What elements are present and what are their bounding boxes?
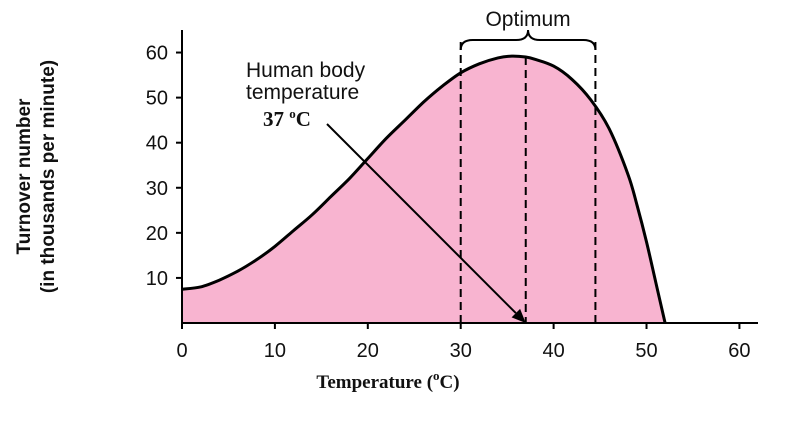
x-tick-label: 20 [357, 340, 379, 362]
optimum-bracket [459, 29, 597, 51]
x-tick-label: 50 [635, 340, 657, 362]
x-axis-label: Temperature (oC) [316, 368, 459, 393]
x-tick-label: 10 [264, 340, 286, 362]
y-tick-group: 10 20 30 40 50 60 [146, 43, 182, 290]
y-axis-label-line2: (in thousands per minute) [38, 60, 59, 293]
x-tick-label: 40 [542, 340, 564, 362]
body-temperature-value: 37 oC [263, 106, 311, 131]
y-tick-label: 30 [146, 178, 168, 200]
y-tick-label: 60 [146, 43, 168, 65]
x-tick-label: 60 [728, 340, 750, 362]
optimum-label: Optimum [485, 8, 570, 31]
body-temperature-arrow [326, 123, 517, 314]
x-tick-label: 0 [176, 340, 187, 362]
y-tick-label: 20 [146, 223, 168, 245]
body-temperature-label-line2: temperature [246, 81, 359, 104]
y-tick-label: 50 [146, 88, 168, 110]
y-axis-label-line1: Turnover number [14, 98, 35, 254]
activity-curve-area [182, 56, 666, 323]
y-tick-label: 40 [146, 133, 168, 155]
y-axis-label: Turnover number (in thousands per minute… [14, 60, 59, 293]
x-tick-group: 0 10 20 30 40 50 60 [176, 323, 751, 362]
activity-curve-line [181, 54, 667, 324]
x-tick-label: 30 [450, 340, 472, 362]
body-temperature-label-line1: Human body [246, 59, 366, 82]
y-tick-label: 10 [146, 268, 168, 290]
arrow-head [511, 308, 526, 323]
